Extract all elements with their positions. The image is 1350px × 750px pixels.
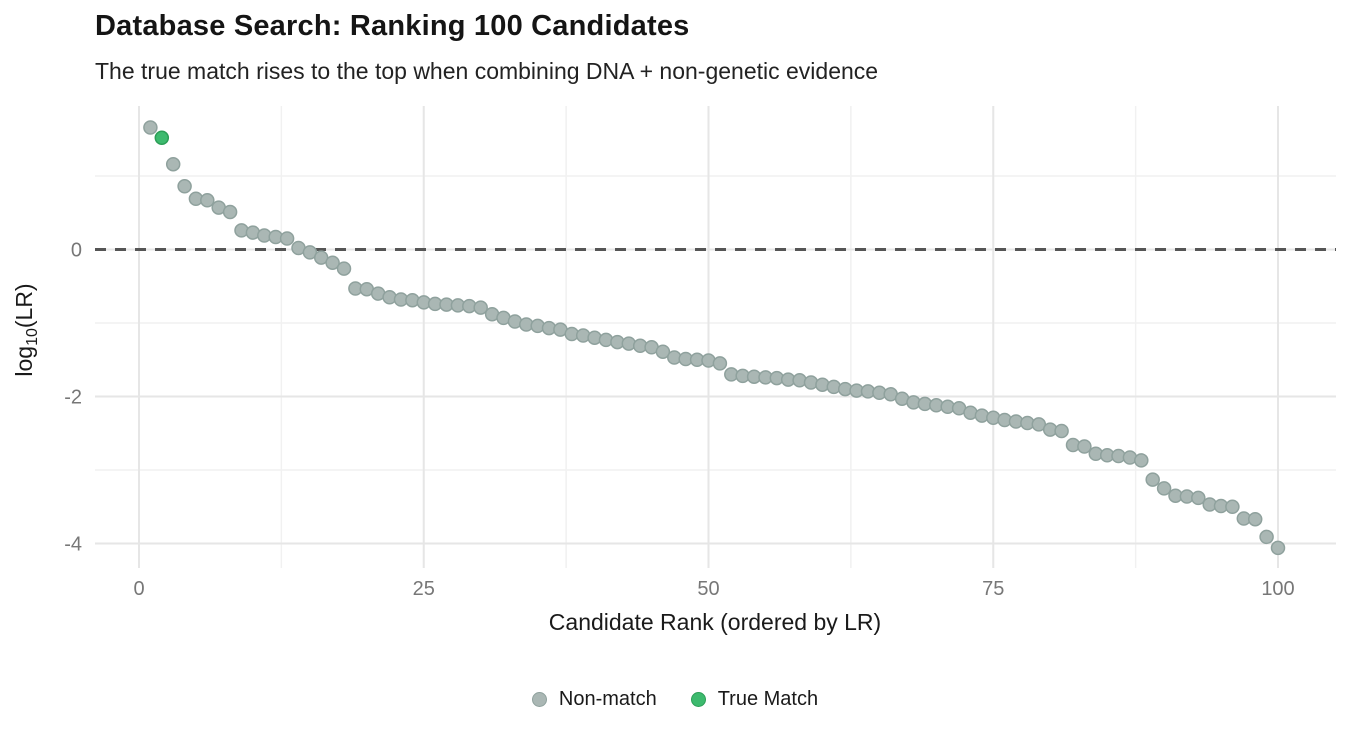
non-match-point (1134, 453, 1149, 468)
y-tick-label: 0 (71, 240, 82, 262)
non-match-point (473, 300, 488, 315)
legend-item-true-match: True Match (690, 688, 819, 711)
non-match-dot-icon (531, 692, 547, 707)
x-axis-title: Candidate Rank (ordered by LR) (549, 609, 881, 635)
legend: Non-match True Match (0, 688, 1350, 711)
non-match-point (222, 204, 238, 220)
legend-label-non-match: Non-match (558, 688, 657, 710)
non-match-point (1259, 529, 1274, 545)
y-tick-label: -2 (64, 387, 82, 409)
non-match-point (1191, 490, 1206, 506)
grid-minor (95, 106, 1336, 568)
non-match-point (143, 120, 158, 135)
chart-title: Database Search: Ranking 100 Candidates (95, 10, 690, 42)
non-match-points (143, 120, 1286, 556)
x-tick-label: 75 (982, 578, 1004, 600)
non-match-point (279, 231, 295, 246)
x-tick-label: 100 (1261, 578, 1294, 600)
non-match-point (336, 261, 352, 276)
non-match-point (200, 193, 215, 208)
y-axis-title: log10(LR) (11, 283, 41, 376)
x-tick-label: 50 (697, 578, 719, 600)
legend-item-non-match: Non-match (531, 688, 657, 711)
non-match-point (1077, 439, 1092, 454)
non-match-point (1225, 499, 1240, 515)
non-match-point (1156, 481, 1172, 496)
non-match-point (1145, 472, 1160, 487)
non-match-point (1054, 423, 1069, 439)
true-match-point (154, 130, 170, 146)
non-match-point (325, 255, 340, 270)
non-match-point (655, 344, 671, 359)
x-tick-label: 25 (413, 578, 435, 600)
x-tick-labels: 0 25 50 75 100 (133, 578, 1294, 600)
true-match-dot-icon (690, 692, 706, 707)
non-match-point (1247, 511, 1263, 527)
non-match-point (1270, 540, 1286, 556)
y-tick-labels: 0 -2 -4 (64, 240, 82, 556)
non-match-point (712, 356, 728, 371)
non-match-point (165, 156, 181, 172)
true-match-point (154, 130, 170, 146)
non-match-point (177, 179, 192, 194)
y-tick-label: -4 (64, 534, 82, 556)
scatter-plot: 0 25 50 75 100 0 -2 -4 Candidate Rank (ordered… (11, 106, 1336, 635)
legend-label-true-match: True Match (717, 688, 819, 710)
chart-subtitle: The true match rises to the top when com… (95, 58, 879, 84)
x-tick-label: 0 (133, 578, 144, 600)
